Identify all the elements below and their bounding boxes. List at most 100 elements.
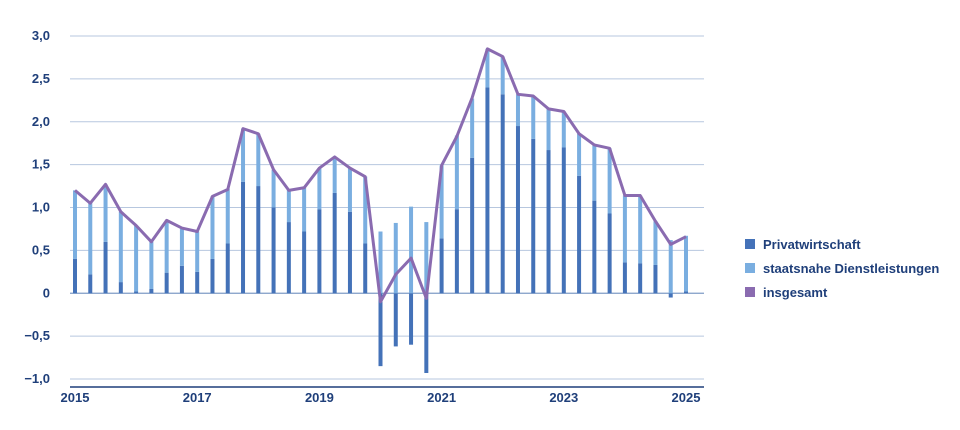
bar-staatsnahe-dienstleistungen: [531, 96, 536, 139]
bar-staatsnahe-dienstleistungen: [332, 156, 337, 193]
y-tick-label: −1,0: [24, 371, 50, 386]
bar-staatsnahe-dienstleistungen: [363, 176, 368, 244]
bar-staatsnahe-dienstleistungen: [164, 221, 169, 273]
x-tick-label: 2021: [427, 390, 456, 405]
bar-staatsnahe-dienstleistungen: [607, 148, 612, 214]
bar-staatsnahe-dienstleistungen: [210, 196, 215, 259]
bar-privatwirtschaft: [592, 200, 597, 294]
bar-privatwirtschaft: [561, 147, 566, 294]
bar-privatwirtschaft: [515, 126, 520, 294]
bar-privatwirtschaft: [271, 207, 276, 294]
bar-privatwirtschaft: [470, 157, 475, 294]
bar-privatwirtschaft: [164, 272, 169, 294]
bar-staatsnahe-dienstleistungen: [653, 221, 658, 265]
bar-staatsnahe-dienstleistungen: [118, 211, 123, 283]
bar-privatwirtschaft: [317, 209, 322, 294]
bar-privatwirtschaft: [393, 293, 398, 347]
bar-staatsnahe-dienstleistungen: [134, 225, 139, 292]
bar-privatwirtschaft: [622, 262, 627, 294]
bar-privatwirtschaft: [134, 291, 139, 294]
bar-privatwirtschaft: [653, 264, 658, 294]
bar-privatwirtschaft: [302, 231, 307, 294]
y-tick-label: 0,5: [32, 242, 50, 257]
y-tick-label: 0: [43, 285, 50, 300]
x-tick-label: 2025: [672, 390, 701, 405]
bar-privatwirtschaft: [347, 211, 352, 294]
bar-staatsnahe-dienstleistungen: [149, 241, 154, 289]
y-tick-label: 2,0: [32, 114, 50, 129]
bar-staatsnahe-dienstleistungen: [302, 187, 307, 232]
bar-privatwirtschaft: [179, 265, 184, 294]
bar-staatsnahe-dienstleistungen: [393, 222, 398, 294]
legend-swatch-staat: [745, 263, 755, 273]
bar-staatsnahe-dienstleistungen: [103, 184, 108, 242]
legend-label-privat: Privatwirtschaft: [763, 236, 861, 252]
bar-staatsnahe-dienstleistungen: [668, 240, 673, 294]
legend-item-privat: Privatwirtschaft: [745, 232, 939, 256]
bar-staatsnahe-dienstleistungen: [73, 190, 77, 259]
bar-staatsnahe-dienstleistungen: [439, 165, 444, 239]
y-tick-label: 3,0: [32, 28, 50, 43]
bar-privatwirtschaft: [73, 258, 77, 294]
bar-staatsnahe-dienstleistungen: [561, 111, 566, 148]
bar-staatsnahe-dienstleistungen: [485, 48, 490, 88]
bar-staatsnahe-dienstleistungen: [88, 201, 93, 275]
bar-privatwirtschaft: [531, 138, 536, 294]
bar-privatwirtschaft: [607, 213, 612, 294]
y-tick-label: −0,5: [24, 328, 50, 343]
bar-staatsnahe-dienstleistungen: [454, 135, 459, 210]
bar-privatwirtschaft: [363, 243, 368, 294]
bar-staatsnahe-dienstleistungen: [225, 188, 230, 244]
y-tick-label: 1,0: [32, 200, 50, 215]
legend-swatch-privat: [745, 239, 755, 249]
bar-staatsnahe-dienstleistungen: [577, 133, 582, 176]
bar-privatwirtschaft: [424, 293, 429, 373]
bar-privatwirtschaft: [256, 186, 261, 294]
bar-privatwirtschaft: [409, 293, 414, 345]
y-tick-label: 1,5: [32, 157, 50, 172]
bar-staatsnahe-dienstleistungen: [409, 206, 414, 294]
x-tick-label: 2017: [183, 390, 212, 405]
x-tick-label: 2019: [305, 390, 334, 405]
bar-staatsnahe-dienstleistungen: [317, 168, 322, 210]
bar-staatsnahe-dienstleistungen: [638, 195, 643, 264]
bar-privatwirtschaft: [439, 238, 444, 294]
bar-staatsnahe-dienstleistungen: [347, 168, 352, 212]
bar-staatsnahe-dienstleistungen: [546, 108, 551, 151]
bar-privatwirtschaft: [485, 87, 490, 294]
bar-staatsnahe-dienstleistungen: [622, 195, 627, 263]
bar-privatwirtschaft: [241, 181, 246, 294]
bar-privatwirtschaft: [454, 209, 459, 294]
legend: Privatwirtschaft staatsnahe Dienstleistu…: [745, 232, 939, 304]
bar-staatsnahe-dienstleistungen: [592, 144, 597, 201]
bar-privatwirtschaft: [638, 263, 643, 294]
bar-privatwirtschaft: [149, 288, 154, 294]
bar-staatsnahe-dienstleistungen: [500, 56, 505, 95]
legend-swatch-insgesamt: [745, 287, 755, 297]
bar-privatwirtschaft: [546, 150, 551, 294]
bar-staatsnahe-dienstleistungen: [470, 98, 475, 158]
bar-staatsnahe-dienstleistungen: [424, 222, 429, 294]
legend-item-staat: staatsnahe Dienstleistungen: [745, 256, 939, 280]
bar-privatwirtschaft: [195, 271, 200, 294]
bar-privatwirtschaft: [118, 282, 123, 294]
bar-privatwirtschaft: [332, 192, 337, 294]
bar-privatwirtschaft: [210, 258, 215, 294]
x-tick-label: 2023: [549, 390, 578, 405]
bar-staatsnahe-dienstleistungen: [378, 231, 383, 294]
bar-privatwirtschaft: [286, 222, 291, 294]
bar-privatwirtschaft: [577, 175, 582, 294]
y-tick-label: 2,5: [32, 71, 50, 86]
bar-privatwirtschaft: [225, 243, 230, 294]
bar-privatwirtschaft: [668, 293, 673, 298]
bar-staatsnahe-dienstleistungen: [179, 228, 184, 266]
bar-staatsnahe-dienstleistungen: [515, 94, 520, 127]
bar-staatsnahe-dienstleistungen: [684, 235, 688, 292]
legend-item-insgesamt: insgesamt: [745, 280, 939, 304]
bar-staatsnahe-dienstleistungen: [256, 133, 261, 187]
bar-privatwirtschaft: [378, 293, 383, 367]
bar-privatwirtschaft: [103, 241, 108, 294]
x-tick-label: 2015: [61, 390, 90, 405]
